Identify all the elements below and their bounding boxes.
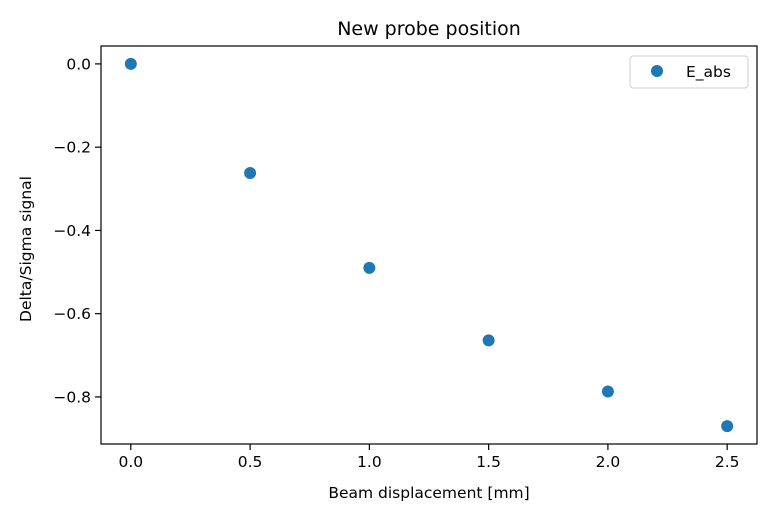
data-point xyxy=(363,261,376,274)
legend-marker-circle-icon xyxy=(651,65,663,77)
x-tick-label: 1.5 xyxy=(476,453,501,471)
plot-area-frame xyxy=(100,45,758,445)
data-points xyxy=(124,57,734,433)
x-tick-label: 0.0 xyxy=(118,453,143,471)
data-point xyxy=(244,166,257,179)
y-axis-ticks: 0.0 −0.2 −0.4 −0.6 −0.8 xyxy=(53,55,101,406)
data-point xyxy=(124,57,137,70)
legend[interactable]: E_abs xyxy=(629,55,749,89)
y-tick-label: −0.4 xyxy=(53,222,91,240)
data-point xyxy=(721,420,734,433)
x-tick-label: 1.0 xyxy=(357,453,382,471)
y-tick-label: −0.6 xyxy=(53,305,91,323)
x-axis-ticks: 0.0 0.5 1.0 1.5 2.0 2.5 xyxy=(118,444,740,471)
y-axis-label: Delta/Sigma signal xyxy=(17,176,35,322)
x-tick-label: 0.5 xyxy=(238,453,263,471)
data-point xyxy=(482,334,495,347)
chart-title: New probe position xyxy=(337,18,521,40)
x-tick-label: 2.0 xyxy=(596,453,621,471)
x-tick-label: 2.5 xyxy=(715,453,740,471)
y-tick-label: 0.0 xyxy=(66,55,91,73)
x-axis-label: Beam displacement [mm] xyxy=(328,484,529,502)
y-tick-label: −0.2 xyxy=(53,139,91,157)
legend-box xyxy=(629,55,749,89)
data-point xyxy=(601,385,614,398)
y-tick-label: −0.8 xyxy=(53,388,91,406)
legend-label: E_abs xyxy=(686,63,731,82)
